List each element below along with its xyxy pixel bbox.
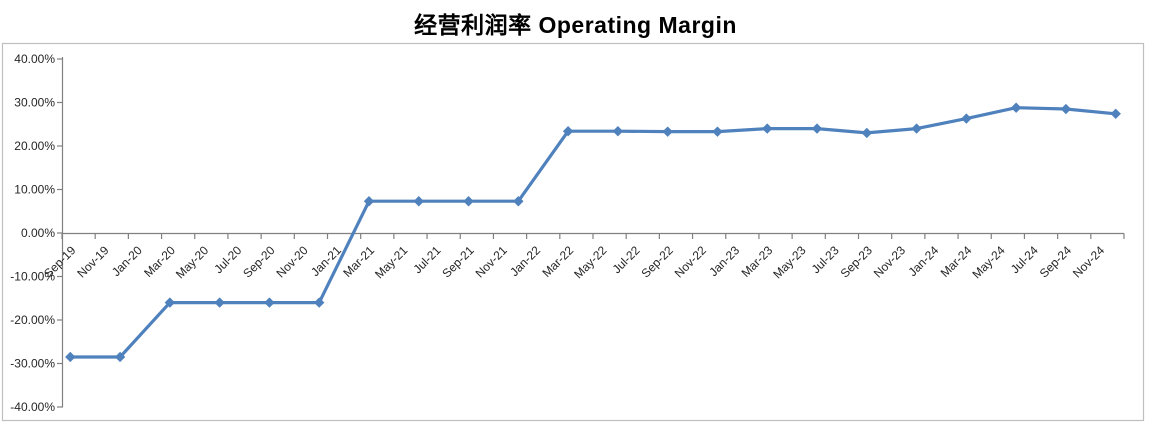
data-point-marker [164,297,176,308]
x-tick-label: May-23 [770,243,808,281]
x-tick-label: Sep-20 [240,243,277,280]
y-tick-label: 30.00% [14,96,55,110]
data-point-marker [65,351,76,363]
x-tick-label: Jan-24 [905,243,941,279]
data-point-marker [612,126,624,137]
x-tick-label: Sep-21 [439,243,476,280]
y-tick-label: -40.00% [10,400,55,414]
data-point-marker [363,196,375,207]
y-tick-label: -30.00% [10,357,55,371]
x-tick-label: Nov-22 [672,243,709,280]
x-tick-label: May-20 [173,243,211,281]
data-point-marker [562,126,574,137]
x-tick-label: Nov-21 [473,243,510,280]
x-tick-label: Nov-23 [871,243,908,280]
x-tick-label: Mar-22 [539,243,576,280]
data-point-marker [314,297,325,308]
chart-title: 经营利润率 Operating Margin [414,12,737,38]
x-tick-label: May-24 [969,243,1007,281]
x-tick-label: Sep-19 [41,243,78,280]
data-point-marker [513,196,524,207]
series-line [68,106,1118,359]
y-tick-label: 10.00% [14,183,55,197]
data-point-marker [114,351,126,363]
y-tick-label: -10.00% [10,270,55,284]
data-point-marker [264,297,275,308]
x-tick-label: Jan-23 [706,243,742,279]
y-tick-label: -20.00% [10,313,55,327]
data-point-marker [214,297,225,308]
data-point-marker [413,196,424,207]
y-tick-label: 40.00% [14,52,55,66]
x-tick-label: Sep-22 [639,243,676,280]
x-tick-label: Nov-24 [1070,243,1107,280]
plot-border [1,42,1145,422]
data-point-marker [712,126,723,137]
x-tick-label: Jan-22 [507,243,543,279]
data-point-marker [1060,103,1072,115]
x-tick-label: Jan-20 [109,243,145,279]
data-point-marker [961,113,972,124]
data-point-marker [762,123,773,134]
x-tick-label: Mar-23 [739,243,776,280]
data-point-marker [811,123,823,134]
data-point-marker [911,123,922,134]
data-point-marker [662,126,673,137]
x-tick-label: Mar-20 [141,243,178,280]
x-tick-label: Nov-20 [273,243,310,280]
x-tick-label: Mar-24 [938,243,975,280]
data-point-marker [1010,102,1022,113]
data-point-marker [463,196,474,207]
data-point-marker [861,127,872,139]
x-tick-label: Sep-23 [838,243,875,280]
x-tick-label: May-21 [372,243,410,281]
x-tick-label: May-22 [571,243,609,281]
x-tick-label: Nov-19 [74,243,111,280]
data-point-marker [1110,108,1121,120]
y-tick-label: 20.00% [14,139,55,153]
x-tick-label: Sep-24 [1037,243,1074,280]
y-tick-label: 0.00% [21,226,55,240]
